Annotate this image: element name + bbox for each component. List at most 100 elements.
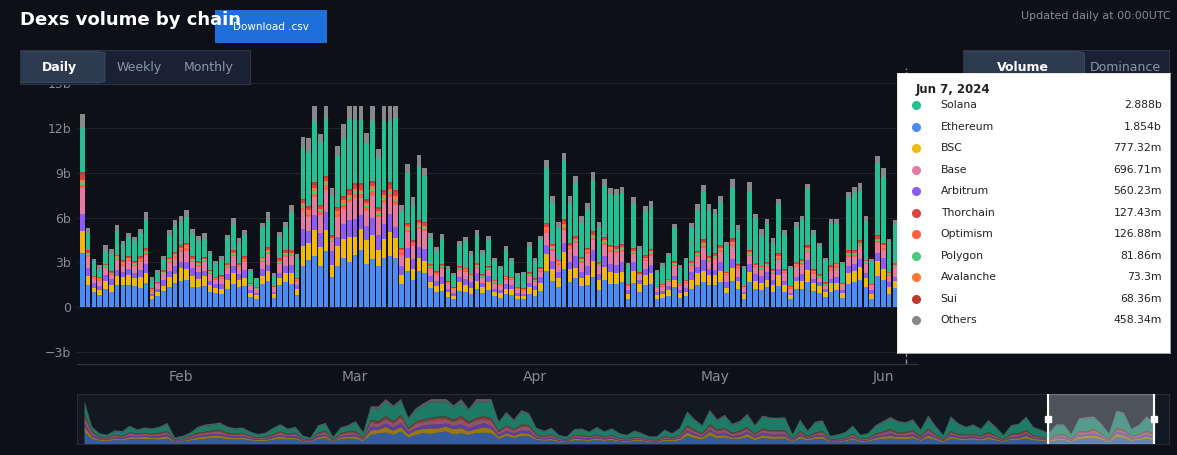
Bar xyxy=(98,278,102,279)
Bar xyxy=(609,264,613,272)
Bar xyxy=(811,279,816,283)
Bar xyxy=(678,285,683,286)
Bar xyxy=(463,272,467,278)
Bar xyxy=(306,214,311,217)
Bar xyxy=(80,127,85,172)
Bar xyxy=(109,292,114,307)
Bar xyxy=(539,270,543,272)
Bar xyxy=(904,283,909,290)
Bar xyxy=(556,262,560,263)
Bar xyxy=(510,261,514,277)
Bar xyxy=(126,260,131,261)
Bar xyxy=(161,273,166,280)
Bar xyxy=(457,268,461,269)
Bar xyxy=(92,279,97,283)
Bar xyxy=(312,106,317,121)
Bar xyxy=(799,263,804,264)
Bar xyxy=(98,286,102,290)
Bar xyxy=(463,270,467,272)
Bar xyxy=(771,271,776,272)
Bar xyxy=(104,265,108,266)
Bar xyxy=(730,179,734,188)
Bar xyxy=(654,270,659,272)
Bar xyxy=(892,220,897,225)
Bar xyxy=(660,286,665,287)
Bar xyxy=(173,254,178,255)
Bar xyxy=(620,282,624,307)
Bar xyxy=(468,277,473,283)
Bar xyxy=(80,214,85,231)
Bar xyxy=(666,280,671,281)
Bar xyxy=(365,205,370,207)
Bar xyxy=(892,281,897,288)
Bar xyxy=(446,289,451,293)
Bar xyxy=(736,269,740,277)
Bar xyxy=(904,211,909,216)
Bar xyxy=(359,183,364,185)
Bar xyxy=(330,252,334,264)
Bar xyxy=(579,257,584,258)
Bar xyxy=(185,262,189,269)
Bar xyxy=(898,250,903,251)
Bar xyxy=(747,256,752,264)
Bar xyxy=(138,233,142,257)
Text: Ethereum: Ethereum xyxy=(940,121,993,131)
Bar xyxy=(637,272,641,273)
Bar xyxy=(533,282,538,286)
Bar xyxy=(126,257,131,258)
Bar xyxy=(457,245,461,266)
Bar xyxy=(742,294,746,298)
Bar xyxy=(353,183,358,185)
Bar xyxy=(567,246,572,247)
Bar xyxy=(718,196,723,202)
Bar xyxy=(660,291,665,294)
Bar xyxy=(597,290,601,307)
Bar xyxy=(480,278,485,283)
Bar xyxy=(167,230,172,235)
Bar xyxy=(86,233,91,250)
Bar xyxy=(533,296,538,307)
Bar xyxy=(829,224,833,266)
Bar xyxy=(597,222,601,228)
Bar xyxy=(567,248,572,249)
Bar xyxy=(701,243,706,244)
Bar xyxy=(468,273,473,274)
Bar xyxy=(573,183,578,236)
Bar xyxy=(858,183,863,191)
Bar xyxy=(411,206,415,240)
Bar xyxy=(324,118,328,176)
Bar xyxy=(132,261,137,262)
Bar xyxy=(852,271,857,282)
Bar xyxy=(789,268,792,286)
Bar xyxy=(654,292,659,295)
Bar xyxy=(783,269,787,270)
Bar xyxy=(789,298,792,307)
Bar xyxy=(654,288,659,292)
Bar xyxy=(829,292,833,307)
Bar xyxy=(104,282,108,289)
Bar xyxy=(799,262,804,263)
Bar xyxy=(341,198,346,200)
Bar xyxy=(330,264,334,278)
Bar xyxy=(718,262,723,271)
Bar xyxy=(440,234,445,239)
Bar xyxy=(393,238,398,258)
Bar xyxy=(300,148,305,199)
Bar xyxy=(306,243,311,259)
Bar xyxy=(335,208,340,211)
Bar xyxy=(213,284,218,288)
Bar xyxy=(783,273,787,281)
Bar xyxy=(191,260,195,261)
Bar xyxy=(753,274,758,281)
Bar xyxy=(405,271,410,307)
Bar xyxy=(197,242,201,261)
Bar xyxy=(609,284,613,307)
Bar xyxy=(260,284,265,307)
Bar xyxy=(625,265,630,283)
Bar xyxy=(811,273,816,279)
Bar xyxy=(284,273,287,283)
Bar xyxy=(718,252,723,262)
Bar xyxy=(365,199,370,201)
Bar xyxy=(185,245,189,247)
Bar xyxy=(347,106,352,119)
